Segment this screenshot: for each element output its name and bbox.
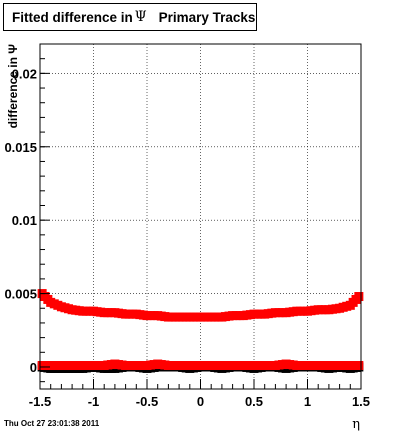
x-tick-label: 1.5	[352, 394, 370, 409]
chart-title-box: Fitted difference in Ψ Primary Tracks	[3, 3, 257, 31]
y-tick-label: 0.005	[4, 287, 37, 302]
x-tick-label: 0	[197, 394, 204, 409]
y-tick-label: 0.02	[12, 66, 37, 81]
axes: -1.5 -1 -0.5 0 0.5 1 1.5 0 0.005 0.01 0.015 0.02	[4, 58, 370, 409]
x-tick-label: -1.5	[29, 394, 51, 409]
grid-lines	[40, 44, 361, 389]
series-2	[37, 359, 364, 371]
y-axis-label: difference in Ψ	[6, 44, 20, 129]
x-tick-label: 0.5	[245, 394, 263, 409]
chart-title-suffix: Primary Tracks	[158, 9, 256, 25]
series-0	[37, 289, 364, 322]
x-tick-label: -0.5	[136, 394, 158, 409]
chart-title-prefix: Fitted difference in	[12, 9, 133, 25]
x-tick-label: 1	[304, 394, 311, 409]
timestamp-label: Thu Oct 27 23:01:38 2011	[4, 419, 100, 428]
data-series	[37, 289, 364, 373]
x-axis-label: η	[352, 417, 360, 432]
data-point	[354, 361, 364, 371]
y-tick-label: 0.015	[4, 140, 37, 155]
x-tick-label: -1	[88, 394, 100, 409]
data-point	[354, 292, 364, 302]
y-tick-label: 0.01	[12, 213, 37, 228]
y-tick-label: 0	[30, 360, 37, 375]
chart-title-psi-symbol: Ψ	[134, 9, 147, 25]
